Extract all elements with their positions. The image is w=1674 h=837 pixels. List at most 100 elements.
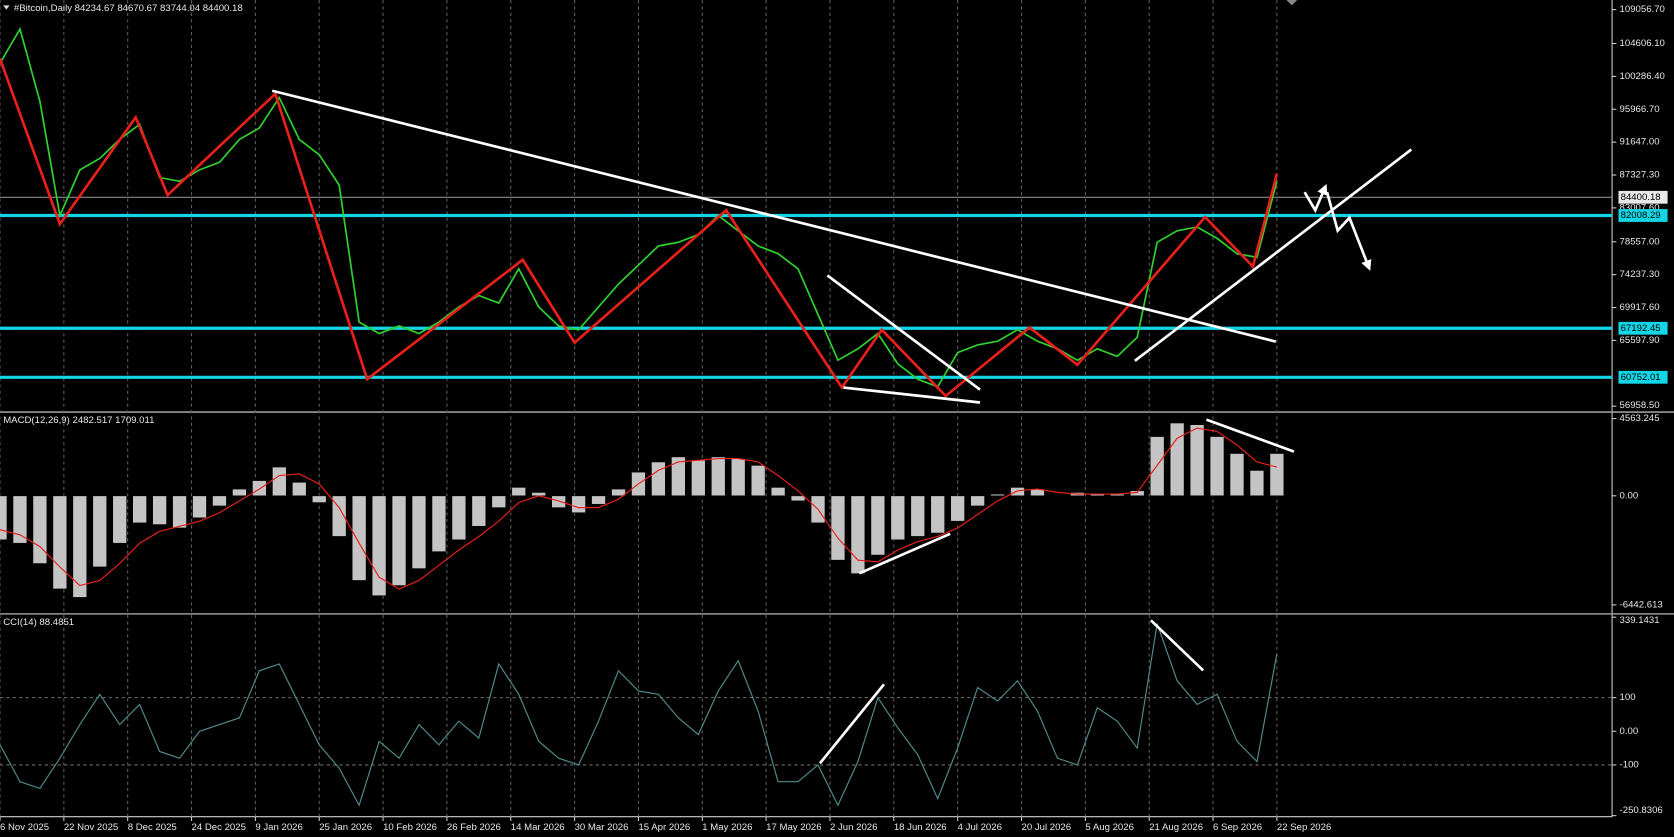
price-label-box (1618, 190, 1668, 204)
macd-bar (431, 495, 447, 553)
macd-bar (850, 495, 866, 575)
macd-bar (272, 466, 287, 497)
macd-bar (12, 495, 28, 544)
trendline (826, 274, 981, 391)
y-tick-label: 0.00 (1620, 726, 1639, 737)
x-tick-label: 22 Nov 2025 (64, 822, 118, 833)
macd-bar (1249, 470, 1265, 497)
y-tick-label: 56958.50 (1620, 400, 1660, 411)
x-tick-label: 30 Mar 2026 (575, 822, 629, 833)
y-tick-label: -250.8306 (1620, 805, 1663, 816)
macd-bar (830, 495, 846, 561)
macd-bar (790, 495, 806, 502)
macd-bar (0, 495, 8, 541)
y-tick-label: 65597.90 (1620, 335, 1660, 346)
y-tick-label: 339.1431 (1620, 615, 1660, 626)
y-tick-label: 4563.245 (1620, 413, 1660, 424)
macd-bar (591, 495, 606, 505)
x-tick-label: 9 Jan 2026 (255, 822, 302, 833)
macd-bar (152, 495, 167, 525)
macd-bar (611, 488, 626, 497)
x-tick-label: 25 Jan 2026 (319, 822, 372, 833)
trendline (1134, 148, 1413, 362)
y-tick-label: 109056.70 (1620, 4, 1665, 15)
macd-bar (451, 495, 467, 541)
indicator-title: MACD(12,26,9) 2482.517 1709.011 (3, 415, 154, 426)
level-label-box (1618, 209, 1668, 222)
shift-marker (1286, 0, 1298, 6)
macd-bar (252, 480, 267, 497)
zigzag-line (0, 58, 1279, 398)
macd-bar (411, 495, 427, 569)
y-tick-label: 87327.30 (1620, 170, 1660, 181)
macd-bar (1010, 487, 1025, 497)
menu-triangle[interactable] (3, 5, 10, 10)
series-line (0, 26, 1278, 388)
x-tick-label: 4 Jul 2026 (958, 822, 1002, 833)
macd-bar (910, 495, 926, 537)
macd-bar (192, 495, 207, 519)
x-tick-label: 22 Sep 2026 (1277, 822, 1331, 833)
macd-bar (1229, 453, 1245, 497)
macd-bar (671, 456, 686, 497)
macd-bar (970, 495, 985, 507)
trendline (1205, 418, 1295, 453)
macd-bar (651, 461, 666, 497)
macd-bar (770, 487, 786, 497)
y-tick-label: 0.00 (1620, 490, 1639, 501)
drawings (271, 89, 1413, 765)
macd-bar (92, 495, 108, 568)
macd-bar (232, 488, 247, 497)
x-tick-label: 26 Feb 2026 (447, 822, 501, 833)
macd-bar (311, 495, 327, 503)
y-tick-label: 100 (1620, 692, 1636, 703)
trendline (818, 683, 886, 765)
level-label: 60752.01 (1621, 372, 1661, 383)
macd-bar (331, 495, 347, 537)
macd-bar (391, 495, 407, 586)
trendline (843, 386, 981, 404)
macd-bar (1050, 495, 1065, 497)
macd-bar (710, 456, 726, 497)
macd-bar (890, 495, 906, 541)
x-tick-label: 24 Dec 2025 (192, 822, 246, 833)
x-tick-label: 14 Mar 2026 (511, 822, 565, 833)
macd-bar (491, 495, 507, 508)
y-tick-label: 100286.40 (1620, 71, 1665, 82)
level-label-box (1618, 370, 1668, 384)
macd-bar (172, 495, 187, 529)
y-tick-label: 95966.70 (1620, 104, 1660, 115)
trendline (271, 89, 1277, 343)
macd-bar (1189, 424, 1205, 497)
last-price-label: 84400.18 (1621, 192, 1661, 203)
indicator-title: CCI(14) 88.4851 (3, 617, 74, 628)
arrow (1325, 191, 1372, 271)
macd-bar (132, 495, 147, 524)
macd-bar (551, 495, 566, 508)
macd-bar (52, 495, 68, 590)
macd-bar (471, 495, 487, 527)
macd-bar (32, 495, 48, 564)
macd-bar (351, 495, 367, 581)
x-tick-label: 5 Aug 2026 (1085, 822, 1134, 833)
level-label: 82008.29 (1621, 210, 1661, 221)
x-tick-label: 8 Dec 2025 (128, 822, 177, 833)
x-tick-label: 20 Jul 2026 (1022, 822, 1072, 833)
macd-bar (750, 465, 766, 497)
series-line (0, 623, 1278, 807)
macd-bar (950, 495, 965, 522)
macd-bar (511, 487, 527, 497)
y-tick-label: 91647.00 (1620, 137, 1660, 148)
macd-bar (1169, 422, 1185, 497)
y-tick-label: 69917.60 (1620, 302, 1660, 313)
macd-bar (72, 495, 88, 598)
y-tick-label: 74237.30 (1620, 269, 1660, 280)
x-tick-label: 1 May 2026 (702, 822, 752, 833)
y-tick-label: -6442.613 (1620, 599, 1663, 610)
macd-bar (1209, 436, 1225, 497)
macd-bar (690, 459, 706, 497)
y-tick-label: -100 (1620, 759, 1639, 770)
trendline (1149, 619, 1205, 672)
